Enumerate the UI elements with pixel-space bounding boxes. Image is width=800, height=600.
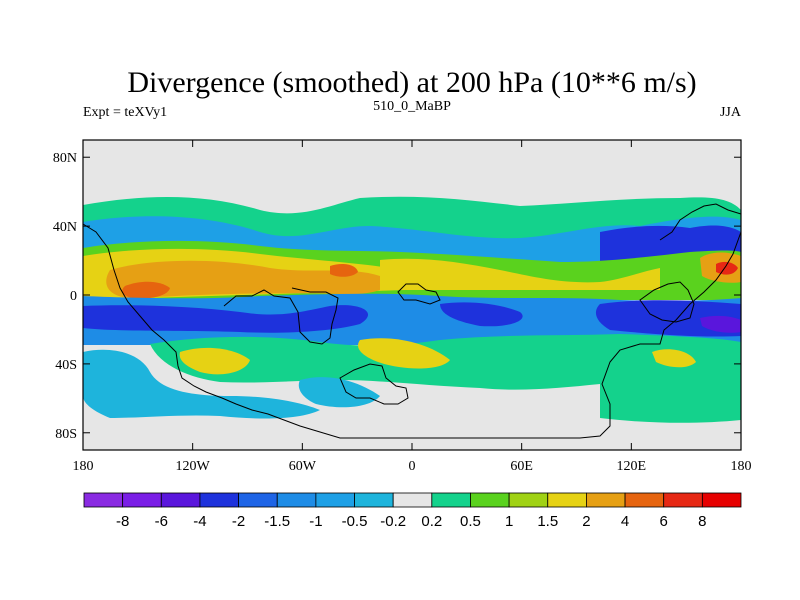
colorbar-swatch xyxy=(701,492,742,508)
y-tick-label: 80S xyxy=(55,427,77,442)
colorbar-label: -1 xyxy=(309,513,322,530)
colorbar-label: -6 xyxy=(155,513,168,530)
colorbar-label: -4 xyxy=(193,513,206,530)
colorbar-label: 6 xyxy=(660,513,668,530)
colorbar-label: 1 xyxy=(505,513,513,530)
colorbar-swatch xyxy=(547,492,587,508)
x-axis: 180 120W 60W 0 60E 120E 180 xyxy=(73,140,752,474)
colorbar-swatch xyxy=(199,492,239,508)
contour-region xyxy=(83,349,320,419)
coastline-australia xyxy=(639,281,695,323)
colorbar-swatch xyxy=(392,492,433,508)
colorbar-swatch xyxy=(431,492,471,508)
x-tick-label: 120W xyxy=(176,459,211,474)
colorbar-label: -0.2 xyxy=(380,513,406,530)
colorbar: -8 -6 -4 -2 -1.5 -1 -0.5 -0.2 0.2 0.5 1 1.5 2 4 6 8 xyxy=(83,492,742,530)
colorbar-label: -1.5 xyxy=(264,513,290,530)
contour-region xyxy=(358,338,450,369)
coastline-africa xyxy=(223,287,339,345)
contour-region xyxy=(122,281,170,299)
colorbar-swatch xyxy=(624,492,665,508)
coastlines xyxy=(82,203,742,439)
x-tick-label: 0 xyxy=(409,459,416,474)
contour-region xyxy=(179,347,250,375)
right-label: JJA xyxy=(720,105,742,120)
contour-region xyxy=(652,349,696,368)
colorbar-swatch xyxy=(470,492,510,508)
y-axis: 80N 40N 0 40S 80S xyxy=(53,151,741,442)
colorbar-label: -8 xyxy=(116,513,129,530)
contour-region xyxy=(330,264,358,277)
y-tick-label: 0 xyxy=(70,289,77,304)
colorbar-label: 0.5 xyxy=(460,513,481,530)
coastline-asia xyxy=(659,203,742,241)
x-tick-label: 180 xyxy=(73,459,94,474)
y-tick-label: 40S xyxy=(55,358,77,373)
colorbar-swatch xyxy=(663,492,703,508)
contour-region xyxy=(440,302,523,327)
contour-region xyxy=(106,260,388,299)
y-tick-label: 80N xyxy=(53,151,77,166)
colorbar-swatch xyxy=(508,492,549,508)
contour-region xyxy=(700,315,741,333)
chart-title: Divergence (smoothed) at 200 hPa (10**6 … xyxy=(127,66,696,99)
colorbar-label: -0.5 xyxy=(342,513,368,530)
colorbar-label: 0.2 xyxy=(421,513,442,530)
colorbar-swatch xyxy=(276,492,317,508)
colorbar-swatch xyxy=(354,492,394,508)
coastline-americas xyxy=(82,223,742,439)
x-tick-label: 120E xyxy=(617,459,647,474)
left-label: Expt = teXVy1 xyxy=(83,105,167,120)
contour-field xyxy=(83,196,741,423)
contour-region xyxy=(298,377,380,408)
y-tick-label: 40N xyxy=(53,220,77,235)
x-tick-label: 60W xyxy=(289,459,317,474)
colorbar-swatch xyxy=(122,492,162,508)
colorbar-label: 1.5 xyxy=(537,513,558,530)
colorbar-label: 4 xyxy=(621,513,629,530)
coastline-island xyxy=(397,283,441,305)
x-tick-label: 60E xyxy=(510,459,533,474)
colorbar-swatch xyxy=(83,492,124,508)
colorbar-swatch xyxy=(238,492,278,508)
contour-region xyxy=(380,258,660,290)
contour-region xyxy=(83,305,369,333)
x-tick-label: 180 xyxy=(731,459,752,474)
colorbar-swatch xyxy=(315,492,355,508)
colorbar-swatch xyxy=(586,492,626,508)
contour-region xyxy=(150,334,741,423)
colorbar-label: -2 xyxy=(232,513,245,530)
colorbar-label: 8 xyxy=(698,513,706,530)
colorbar-swatch xyxy=(160,492,201,508)
coastline-antarctic xyxy=(339,363,409,405)
colorbar-label: 2 xyxy=(582,513,590,530)
center-label: 510_0_MaBP xyxy=(373,99,451,114)
